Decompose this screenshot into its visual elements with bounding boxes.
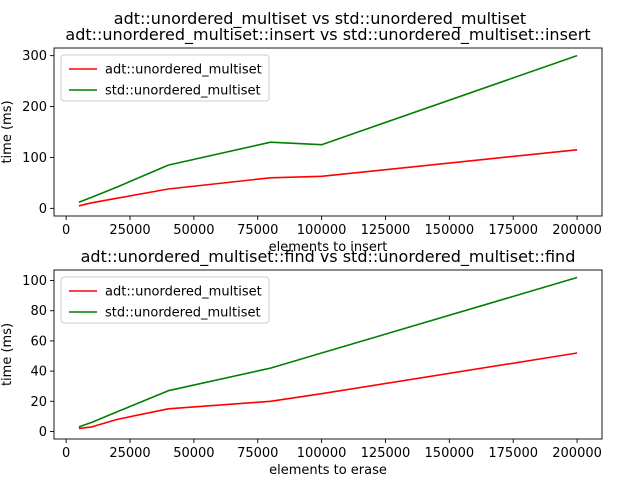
y-tick-label: 20 — [30, 395, 47, 410]
chart-2: adt::unordered_multiset::find vs std::un… — [0, 247, 603, 478]
y-tick-label: 100 — [22, 274, 47, 289]
y-tick-label: 0 — [39, 425, 47, 440]
y-axis-label: time (ms) — [0, 100, 15, 163]
x-tick-label: 50000 — [173, 223, 214, 238]
legend-label-1: adt::unordered_multiset — [105, 285, 262, 300]
legend: adt::unordered_multisetstd::unordered_mu… — [60, 276, 270, 324]
x-tick-label: 125000 — [361, 223, 411, 238]
x-tick-label: 100000 — [297, 446, 347, 461]
chart-title: adt::unordered_multiset::find vs std::un… — [81, 247, 576, 267]
x-tick-label: 150000 — [425, 446, 475, 461]
x-tick-label: 0 — [62, 223, 70, 238]
plot-frame — [53, 47, 603, 217]
y-tick-label: 40 — [30, 365, 47, 380]
y-tick-label: 300 — [22, 49, 47, 64]
x-tick-label: 200000 — [552, 223, 602, 238]
x-tick-label: 175000 — [488, 446, 538, 461]
series-line-2 — [78, 54, 578, 204]
x-tick-label: 125000 — [361, 446, 411, 461]
y-axis-label: time (ms) — [0, 323, 15, 386]
x-tick-label: 25000 — [109, 446, 150, 461]
chart-1: adt::unordered_multiset::insert vs std::… — [0, 25, 603, 255]
y-tick-label: 200 — [22, 100, 47, 115]
x-tick-label: 200000 — [552, 446, 602, 461]
x-tick-label: 150000 — [425, 223, 475, 238]
figure-suptitle: adt::unordered_multiset vs std::unordere… — [114, 9, 526, 29]
x-axis-label: elements to insert — [269, 240, 388, 255]
x-axis-label: elements to erase — [269, 463, 387, 478]
y-tick-label: 60 — [30, 334, 47, 349]
series-line-1 — [78, 149, 578, 207]
y-tick-label: 100 — [22, 151, 47, 166]
x-tick-label: 0 — [62, 446, 70, 461]
y-tick-label: 0 — [39, 202, 47, 217]
chart-title: adt::unordered_multiset::insert vs std::… — [65, 25, 590, 45]
legend-box — [60, 276, 270, 324]
x-tick-label: 50000 — [173, 446, 214, 461]
legend-label-2: std::unordered_multiset — [105, 306, 261, 321]
legend: adt::unordered_multisetstd::unordered_mu… — [60, 54, 270, 102]
x-tick-label: 100000 — [297, 223, 347, 238]
legend-box — [60, 54, 270, 102]
x-tick-label: 75000 — [237, 446, 278, 461]
x-tick-label: 25000 — [109, 223, 150, 238]
x-tick-label: 175000 — [488, 223, 538, 238]
series-line-1 — [78, 352, 578, 430]
legend-label-1: adt::unordered_multiset — [105, 63, 262, 78]
y-tick-label: 80 — [30, 304, 47, 319]
series-line-2 — [78, 276, 578, 428]
plot-frame — [53, 269, 603, 440]
x-tick-label: 75000 — [237, 223, 278, 238]
legend-label-2: std::unordered_multiset — [105, 84, 261, 99]
